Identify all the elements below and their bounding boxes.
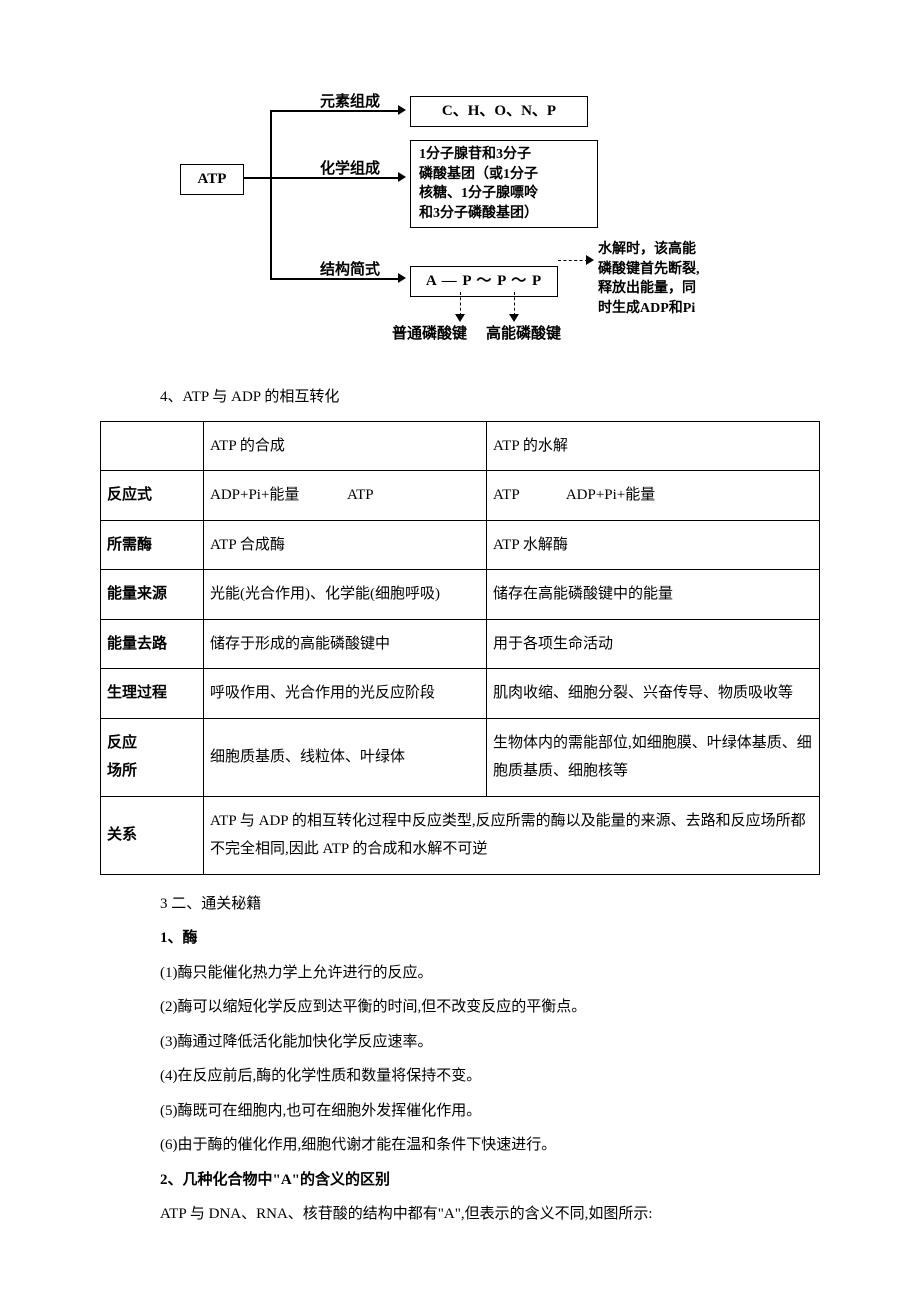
table-row: 反应式 ADP+Pi+能量 ATP ATP ADP+Pi+能量	[101, 471, 820, 521]
dashed-line	[558, 260, 588, 261]
cell-hyd: 储存在高能磷酸键中的能量	[487, 570, 820, 620]
atp-composition-diagram: ATP 元素组成 C、H、O、N、P 化学组成 1分子腺苷和3分子 磷酸基团（或…	[180, 90, 740, 350]
list-item: (2)酶可以缩短化学反应到达平衡的时间,但不改变反应的平衡点。	[100, 990, 820, 1025]
cell-hyd: 用于各项生命活动	[487, 619, 820, 669]
dashed-line	[460, 292, 461, 316]
box-element: C、H、O、N、P	[410, 96, 588, 127]
line	[270, 278, 320, 280]
cell-syn: 储存于形成的高能磷酸键中	[204, 619, 487, 669]
line	[270, 110, 320, 112]
table-row: 反应 场所 细胞质基质、线粒体、叶绿体 生物体内的需能部位,如细胞膜、叶绿体基质…	[101, 718, 820, 796]
table-row: 生理过程 呼吸作用、光合作用的光反应阶段 肌肉收缩、细胞分裂、兴奋传导、物质吸收…	[101, 669, 820, 719]
section-4-title: 4、ATP 与 ADP 的相互转化	[100, 380, 820, 415]
list-item: (6)由于酶的催化作用,细胞代谢才能在温和条件下快速进行。	[100, 1128, 820, 1163]
table-row: 能量去路 储存于形成的高能磷酸键中 用于各项生命活动	[101, 619, 820, 669]
section-3-2-title: 3 二、通关秘籍	[100, 887, 820, 922]
cell-syn-rxn: ADP+Pi+能量 ATP	[204, 471, 487, 521]
arrow-icon	[455, 314, 465, 322]
cell-hyd-rxn: ATP ADP+Pi+能量	[487, 471, 820, 521]
section-2-title: 2、几种化合物中"A"的含义的区别	[100, 1163, 820, 1198]
line	[320, 110, 400, 112]
table-row: 能量来源 光能(光合作用)、化学能(细胞呼吸) 储存在高能磷酸键中的能量	[101, 570, 820, 620]
table-header-blank	[101, 421, 204, 471]
row-label: 所需酶	[101, 520, 204, 570]
row-label: 反应式	[101, 471, 204, 521]
cell-syn: ATP 合成酶	[204, 520, 487, 570]
arrow-icon	[398, 273, 406, 283]
row-label: 生理过程	[101, 669, 204, 719]
rxn-right: ATP	[347, 487, 374, 503]
rxn-left: ADP+Pi+能量	[210, 487, 299, 503]
section-1-title: 1、酶	[100, 921, 820, 956]
table-row: 所需酶 ATP 合成酶 ATP 水解酶	[101, 520, 820, 570]
row-label: 能量来源	[101, 570, 204, 620]
arrow-icon	[586, 255, 594, 265]
line	[270, 110, 272, 278]
label-normal-bond: 普通磷酸键	[392, 324, 467, 345]
hydrolysis-note: 水解时，该高能 磷酸键首先断裂, 释放出能量，同 时生成ADP和Pi	[598, 240, 700, 318]
list-item: (3)酶通过降低活化能加快化学反应速率。	[100, 1025, 820, 1060]
line	[320, 278, 400, 280]
list-item: (1)酶只能催化热力学上允许进行的反应。	[100, 956, 820, 991]
cell-syn: 细胞质基质、线粒体、叶绿体	[204, 718, 487, 796]
atp-box: ATP	[180, 164, 244, 195]
atp-adp-compare-table: ATP 的合成 ATP 的水解 反应式 ADP+Pi+能量 ATP ATP AD…	[100, 421, 820, 875]
list-item: (4)在反应前后,酶的化学性质和数量将保持不变。	[100, 1059, 820, 1094]
box-chem: 1分子腺苷和3分子 磷酸基团（或1分子 核糖、1分子腺嘌呤 和3分子磷酸基团）	[410, 140, 598, 228]
arrow-icon	[398, 172, 406, 182]
arrow-icon	[509, 314, 519, 322]
section-2-body: ATP 与 DNA、RNA、核苷酸的结构中都有"A",但表示的含义不同,如图所示…	[100, 1197, 820, 1232]
rxn-left: ATP	[493, 487, 519, 503]
table-header-syn: ATP 的合成	[204, 421, 487, 471]
list-item: (5)酶既可在细胞内,也可在细胞外发挥催化作用。	[100, 1094, 820, 1129]
row-label: 关系	[101, 796, 204, 874]
row-label: 能量去路	[101, 619, 204, 669]
dashed-line	[514, 292, 515, 316]
cell-hyd: ATP 水解酶	[487, 520, 820, 570]
line	[270, 177, 320, 179]
table-row: ATP 的合成 ATP 的水解	[101, 421, 820, 471]
table-header-hyd: ATP 的水解	[487, 421, 820, 471]
cell-syn: 呼吸作用、光合作用的光反应阶段	[204, 669, 487, 719]
table-row: 关系 ATP 与 ADP 的相互转化过程中反应类型,反应所需的酶以及能量的来源、…	[101, 796, 820, 874]
label-high-energy-bond: 高能磷酸键	[486, 324, 561, 345]
cell-hyd: 肌肉收缩、细胞分裂、兴奋传导、物质吸收等	[487, 669, 820, 719]
line	[320, 177, 400, 179]
cell-hyd: 生物体内的需能部位,如细胞膜、叶绿体基质、细胞质基质、细胞核等	[487, 718, 820, 796]
line	[244, 177, 270, 179]
cell-relation: ATP 与 ADP 的相互转化过程中反应类型,反应所需的酶以及能量的来源、去路和…	[204, 796, 820, 874]
box-struct: A — P ～ P ～ P	[410, 266, 558, 297]
rxn-right: ADP+Pi+能量	[566, 487, 655, 503]
row-label: 反应 场所	[101, 718, 204, 796]
arrow-icon	[398, 105, 406, 115]
cell-syn: 光能(光合作用)、化学能(细胞呼吸)	[204, 570, 487, 620]
